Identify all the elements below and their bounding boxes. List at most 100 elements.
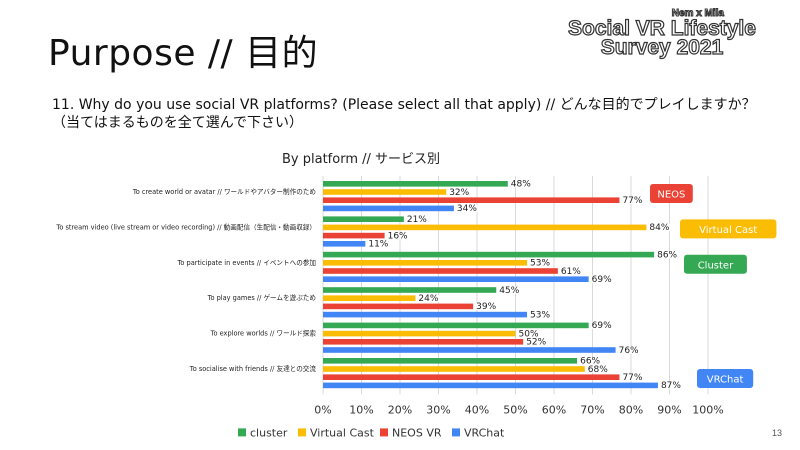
data-label: 21% [407, 215, 427, 225]
data-label: 68% [588, 365, 608, 375]
data-label-background [386, 231, 409, 240]
x-tick-label: 10% [349, 403, 373, 416]
category-label: To stream video (live stream or video re… [55, 222, 316, 231]
data-label: 39% [476, 302, 496, 312]
category-label: To play games // ゲームを遊ぶため [207, 293, 316, 302]
data-label: 61% [561, 267, 581, 277]
callout-cluster [684, 254, 747, 274]
data-label-background [579, 357, 602, 365]
bar-vrchat [323, 276, 589, 282]
bar-neos-vr [323, 268, 558, 274]
category-label: To socialise with friends // 友達との交流 [189, 364, 317, 373]
data-label: 69% [592, 275, 612, 285]
x-tick-label: 30% [426, 403, 450, 416]
page-number: 13 [771, 428, 782, 438]
data-label: 50% [519, 329, 539, 339]
data-label: 66% [580, 357, 600, 367]
legend-swatch [298, 428, 306, 437]
data-label: 76% [619, 346, 639, 356]
bar-vrchat [323, 311, 528, 318]
bar-cluster [323, 251, 655, 258]
data-label: 34% [457, 204, 477, 214]
data-label-background [498, 286, 521, 294]
bar-chart: 0% 10% 20% 30% 40% 50% 60% 70% 80% 90% 100% To crea… [55, 176, 777, 439]
bar-virtual-cast [323, 330, 516, 337]
bar-neos-vr [323, 339, 524, 345]
data-label-background [590, 321, 613, 330]
data-label: 16% [388, 231, 408, 241]
x-tick-label: 0% [314, 403, 331, 416]
callout-label: Cluster [698, 260, 734, 271]
x-tick-label: 20% [388, 403, 412, 416]
data-label: 11% [368, 240, 388, 250]
callout-virtual-cast [680, 219, 777, 239]
bar-vrchat [323, 205, 454, 212]
data-label: 52% [526, 338, 546, 348]
x-tick-label: 70% [580, 403, 604, 416]
bar-neos-vr [323, 374, 620, 380]
question-note: （当てはまるものを全て選んで下さい） [52, 115, 304, 131]
bar-virtual-cast [323, 366, 585, 372]
category-label: To participate in events // イベントへの参加 [176, 258, 316, 267]
data-label-background [405, 215, 428, 223]
callout-label: VRChat [707, 375, 744, 386]
survey-question: 11. Why do you use social VR platforms? … [52, 96, 782, 132]
slide-title: Purpose // 目的 [48, 33, 319, 74]
data-label: 84% [649, 223, 669, 233]
data-label: 32% [449, 188, 469, 198]
data-label-background [617, 346, 640, 354]
data-label-background [517, 329, 540, 338]
data-label: 45% [499, 286, 519, 296]
chart-title: By platform // サービス別 [282, 152, 441, 167]
bar-vrchat [323, 347, 616, 353]
bar-cluster [323, 181, 508, 187]
callout-label: Virtual Cast [699, 225, 757, 236]
data-label: 77% [622, 373, 642, 383]
brand-title-line1: Social VR Lifestyle [567, 17, 756, 40]
x-tick-label: 80% [619, 403, 643, 416]
legend-swatch [380, 428, 388, 437]
data-label: 69% [592, 321, 612, 331]
bar-cluster [323, 216, 404, 222]
data-label-background [648, 223, 671, 232]
x-tick-label: 60% [542, 403, 566, 416]
callout-vrchat [697, 369, 754, 388]
data-label-background [559, 267, 582, 275]
legend-label: NEOS VR [392, 426, 442, 439]
bar-cluster [323, 322, 589, 329]
data-label: 53% [530, 310, 550, 320]
data-label-background [367, 240, 390, 248]
data-label-background [529, 259, 552, 267]
data-label-background [590, 275, 613, 283]
legend-swatch [238, 428, 246, 437]
data-label-background [529, 310, 552, 319]
data-label-background [448, 188, 471, 196]
callout-label: NEOS [657, 190, 685, 201]
data-label: 24% [418, 294, 438, 304]
bar-neos-vr [323, 232, 385, 239]
bar-virtual-cast [323, 224, 647, 231]
legend-swatch [452, 428, 460, 437]
x-tick-label: 90% [657, 403, 681, 416]
brand-authors: Nem x Mila [671, 8, 724, 20]
data-label: 86% [657, 250, 677, 260]
legend-label: Virtual Cast [310, 426, 375, 439]
data-label-background [586, 365, 609, 373]
category-label: To create world or avatar // ワールドやアバター制作… [132, 187, 316, 196]
bar-cluster [323, 287, 497, 293]
data-label-background [656, 250, 679, 259]
data-label-background [417, 294, 440, 302]
brand-title-line2: Survey 2021 [600, 36, 724, 59]
bar-neos-vr [323, 303, 474, 310]
data-label-background [509, 180, 532, 188]
bar-virtual-cast [323, 295, 416, 301]
x-tick-label: 40% [465, 403, 489, 416]
data-label: 53% [530, 259, 550, 269]
question-text: 11. Why do you use social VR platforms? … [52, 97, 756, 113]
data-label-background [659, 381, 682, 390]
data-label: 87% [661, 381, 681, 391]
data-label-background [475, 302, 498, 311]
category-label: To explore worlds // ワールド探索 [210, 329, 317, 338]
bar-cluster [323, 358, 578, 364]
x-tick-label: 50% [503, 403, 527, 416]
